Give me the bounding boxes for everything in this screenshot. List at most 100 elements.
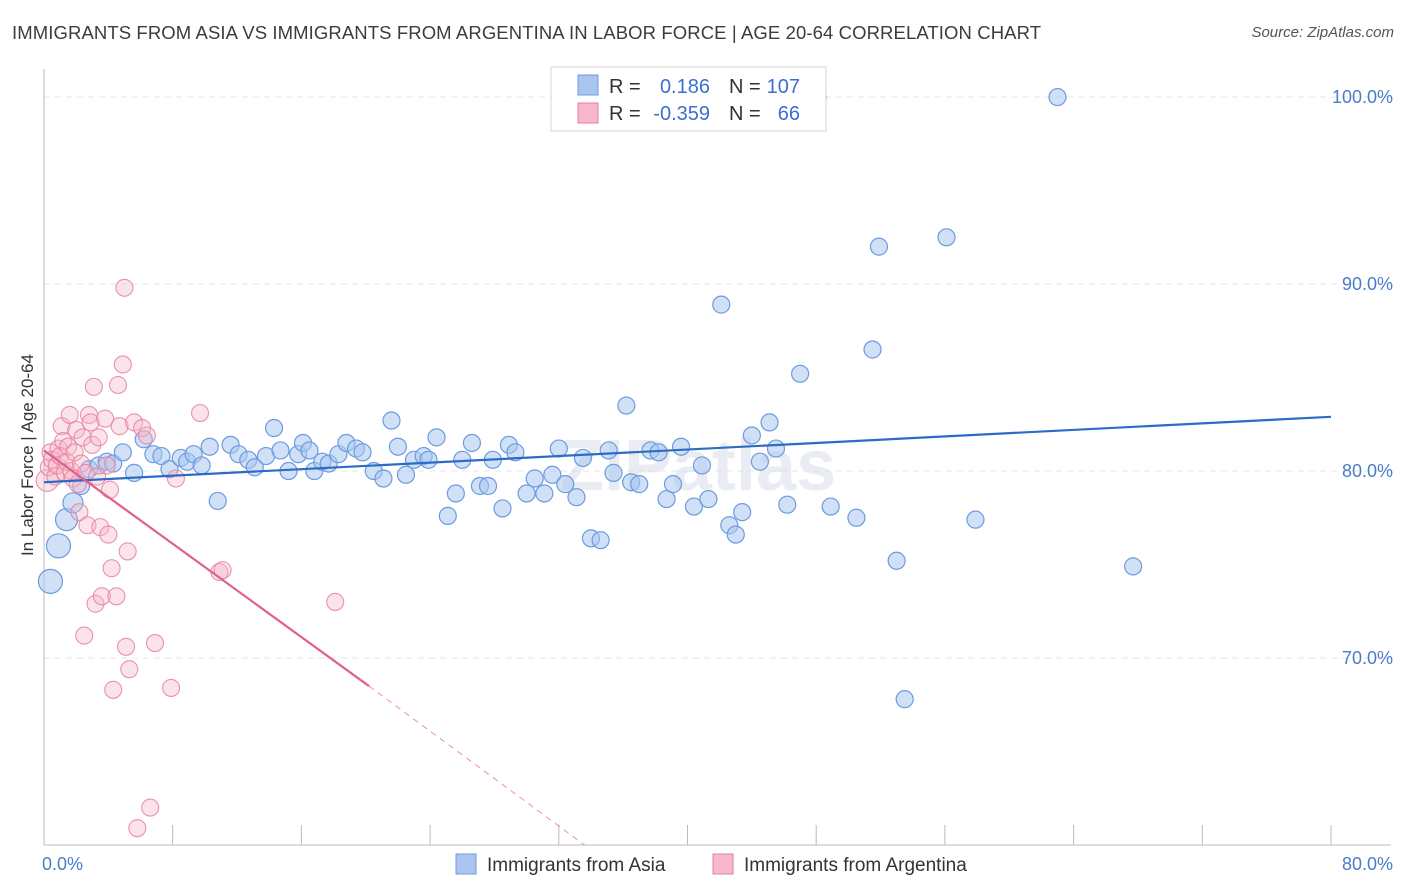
legend-n-label-asia: N = bbox=[729, 76, 761, 98]
point-asia bbox=[374, 469, 393, 488]
point-argentina bbox=[99, 525, 118, 544]
point-asia bbox=[630, 475, 649, 494]
point-argentina bbox=[141, 798, 160, 817]
chart-title: IMMIGRANTS FROM ASIA VS IMMIGRANTS FROM … bbox=[12, 22, 1042, 43]
point-argentina bbox=[73, 428, 92, 447]
point-asia bbox=[869, 237, 889, 256]
point-argentina bbox=[54, 432, 73, 451]
legend-r-label-argentina: R = bbox=[609, 103, 641, 125]
point-asia bbox=[438, 506, 457, 526]
point-asia bbox=[887, 551, 906, 570]
point-asia bbox=[766, 439, 786, 458]
point-asia bbox=[573, 448, 593, 468]
y-tick-label: 70.0% bbox=[1342, 648, 1393, 668]
point-asia bbox=[535, 484, 554, 503]
point-asia bbox=[462, 433, 482, 453]
point-argentina bbox=[89, 428, 108, 447]
point-asia bbox=[388, 437, 408, 456]
point-asia bbox=[591, 531, 610, 550]
point-asia bbox=[760, 413, 779, 432]
point-asia bbox=[208, 491, 227, 511]
series-legend-label-asia: Immigrants from Asia bbox=[487, 855, 666, 876]
point-asia bbox=[264, 418, 284, 438]
point-asia bbox=[1048, 87, 1067, 107]
point-asia bbox=[617, 396, 636, 415]
point-asia bbox=[663, 475, 683, 494]
legend-r-label-asia: R = bbox=[609, 76, 641, 98]
point-argentina bbox=[110, 417, 129, 436]
point-asia bbox=[712, 295, 731, 314]
point-asia bbox=[160, 460, 179, 479]
y-tick-label: 80.0% bbox=[1342, 461, 1393, 481]
point-argentina bbox=[97, 456, 116, 475]
point-argentina bbox=[71, 454, 91, 473]
legend-n-value-asia: 107 bbox=[767, 76, 800, 98]
point-asia bbox=[657, 489, 676, 509]
point-asia bbox=[382, 411, 401, 430]
point-asia bbox=[506, 443, 525, 462]
series-legend-swatch-argentina bbox=[712, 853, 734, 875]
point-asia bbox=[726, 525, 745, 544]
point-asia bbox=[895, 690, 914, 709]
series-legend-swatch-asia bbox=[455, 853, 477, 875]
x-tick-label: 0.0% bbox=[42, 854, 83, 874]
point-asia bbox=[113, 443, 132, 462]
point-asia bbox=[1124, 557, 1143, 576]
y-tick-label: 100.0% bbox=[1332, 87, 1393, 107]
point-argentina bbox=[145, 634, 165, 653]
point-asia bbox=[671, 437, 691, 456]
point-asia bbox=[684, 497, 704, 516]
point-argentina bbox=[70, 503, 89, 522]
point-asia bbox=[863, 340, 882, 359]
point-asia bbox=[567, 488, 586, 507]
point-asia bbox=[62, 492, 84, 514]
point-argentina bbox=[81, 413, 100, 432]
point-argentina bbox=[104, 680, 123, 699]
point-asia bbox=[427, 428, 446, 447]
legend-r-value-argentina: -0.359 bbox=[653, 103, 710, 125]
point-asia bbox=[478, 476, 498, 496]
trend-line-argentina-extension bbox=[368, 685, 585, 846]
point-argentina bbox=[65, 443, 84, 462]
point-argentina bbox=[113, 355, 132, 374]
x-tick-label: 80.0% bbox=[1342, 854, 1393, 874]
point-argentina bbox=[108, 375, 128, 395]
point-asia bbox=[525, 469, 544, 488]
point-asia bbox=[599, 441, 618, 460]
point-asia bbox=[791, 364, 810, 383]
legend-r-value-asia: 0.186 bbox=[660, 76, 710, 98]
point-argentina bbox=[162, 678, 181, 697]
point-argentina bbox=[67, 420, 86, 439]
point-argentina bbox=[92, 587, 111, 606]
point-asia bbox=[300, 441, 319, 460]
point-asia bbox=[549, 439, 568, 458]
trend-lines bbox=[43, 415, 1332, 846]
point-argentina bbox=[326, 592, 345, 611]
series-legend: Immigrants from Asia Immigrants from Arg… bbox=[455, 853, 967, 876]
point-asia bbox=[966, 510, 985, 529]
point-asia bbox=[937, 228, 956, 247]
point-asia bbox=[847, 508, 866, 527]
point-asia bbox=[733, 503, 752, 522]
point-argentina bbox=[128, 819, 147, 838]
source-label: Source: ZipAtlas.com bbox=[1251, 24, 1394, 41]
trend-line-argentina bbox=[43, 449, 370, 687]
point-asia bbox=[699, 489, 718, 509]
point-asia bbox=[742, 426, 761, 445]
point-argentina bbox=[107, 587, 126, 606]
correlation-legend: R = 0.186 N = 107 R = -0.359 N = 66 bbox=[550, 66, 827, 132]
point-asia bbox=[778, 495, 797, 514]
point-asia bbox=[396, 465, 416, 484]
point-asia bbox=[200, 437, 219, 456]
point-argentina bbox=[137, 426, 157, 445]
point-argentina bbox=[60, 405, 79, 424]
legend-swatch-asia bbox=[577, 74, 599, 96]
point-asia bbox=[419, 450, 438, 469]
y-axis-label: In Labor Force | Age 20-64 bbox=[18, 354, 37, 556]
point-asia bbox=[517, 484, 536, 503]
point-asia bbox=[446, 484, 465, 503]
legend-n-label-argentina: N = bbox=[729, 103, 761, 125]
y-tick-label: 90.0% bbox=[1342, 274, 1393, 294]
legend-swatch-argentina bbox=[577, 102, 599, 124]
